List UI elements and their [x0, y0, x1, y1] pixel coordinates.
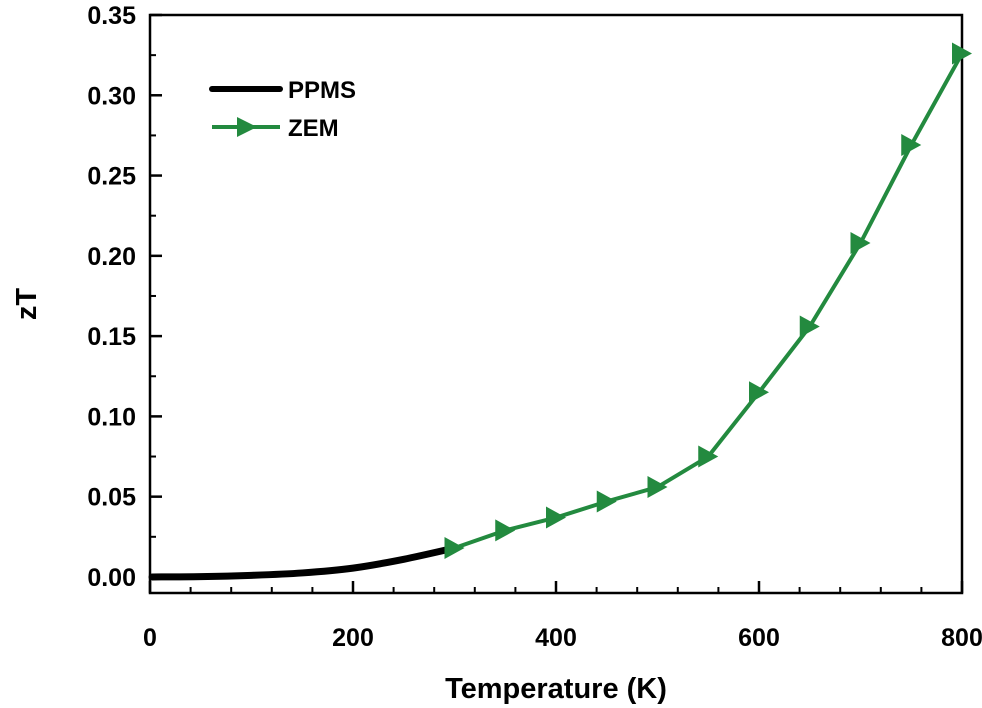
data-point-zem — [546, 506, 566, 529]
plot-frame — [148, 13, 964, 595]
data-point-zem — [799, 315, 820, 338]
y-axis-ticks: 0.00 0.05 0.10 0.15 0.20 0.25 0.30 0.35 — [87, 2, 162, 592]
series-line-ppms — [148, 544, 458, 581]
x-tick-label: 200 — [332, 624, 374, 652]
data-point-zem — [901, 134, 922, 157]
y-tick-label: 0.10 — [87, 403, 136, 431]
x-axis-ticks: 0 200 400 600 800 — [143, 581, 982, 652]
legend-label-ppms: PPMS — [288, 77, 356, 104]
data-point-zem — [952, 42, 972, 65]
y-tick-label: 0.15 — [87, 323, 136, 351]
data-point-zem — [647, 476, 668, 499]
legend-marker-zem — [237, 117, 257, 137]
legend-label-zem: ZEM — [288, 115, 339, 142]
y-tick-label: 0.25 — [87, 163, 136, 191]
data-point-zem — [850, 231, 871, 254]
x-tick-label: 800 — [941, 624, 982, 652]
x-axis-title: Temperature (K) — [445, 673, 667, 705]
y-tick-label: 0.00 — [87, 564, 136, 592]
y-tick-label: 0.20 — [87, 243, 136, 271]
data-point-zem — [749, 381, 769, 404]
series-line-zem — [453, 52, 964, 550]
x-tick-label: 600 — [738, 624, 780, 652]
y-tick-label: 0.30 — [87, 82, 136, 110]
data-point-zem — [698, 445, 719, 468]
y-axis-title: zT — [11, 288, 43, 321]
x-tick-label: 0 — [143, 624, 157, 652]
data-point-zem — [495, 519, 516, 542]
x-tick-label: 400 — [535, 624, 577, 652]
series-layer — [148, 42, 972, 581]
legend: PPMS ZEM — [209, 77, 356, 142]
data-point-zem — [444, 537, 465, 560]
y-tick-label: 0.35 — [87, 2, 136, 30]
data-point-zem — [596, 490, 617, 513]
y-tick-label: 0.05 — [87, 484, 136, 512]
